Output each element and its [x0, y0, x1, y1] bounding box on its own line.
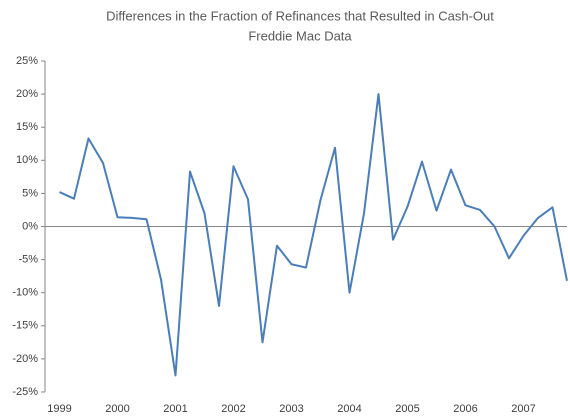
x-tick-label: 2007	[511, 403, 535, 415]
y-tick-label: 0%	[22, 220, 38, 232]
x-tick-label: 2005	[395, 403, 419, 415]
y-tick-label: 10%	[16, 154, 38, 166]
y-tick-label: -20%	[12, 353, 38, 365]
y-tick-label: 25%	[16, 55, 38, 67]
x-tick-label: 2003	[279, 403, 303, 415]
x-tick-label: 2002	[221, 403, 245, 415]
y-tick-label: 20%	[16, 88, 38, 100]
y-tick-label: -10%	[12, 287, 38, 299]
y-tick-label: -5%	[18, 254, 38, 266]
y-tick-label: 15%	[16, 121, 38, 133]
y-tick-label: 5%	[22, 187, 38, 199]
data-line	[59, 93, 568, 377]
chart-title: Differences in the Fraction of Refinance…	[106, 8, 494, 23]
chart-subtitle: Freddie Mac Data	[248, 28, 352, 43]
x-tick-label: 1999	[47, 403, 71, 415]
y-tick-label: -25%	[12, 386, 38, 398]
x-tick-label: 2001	[163, 403, 187, 415]
x-tick-label: 2004	[337, 403, 361, 415]
x-tick-label: 2000	[105, 403, 129, 415]
y-tick-label: -15%	[12, 320, 38, 332]
x-tick-label: 2006	[453, 403, 477, 415]
